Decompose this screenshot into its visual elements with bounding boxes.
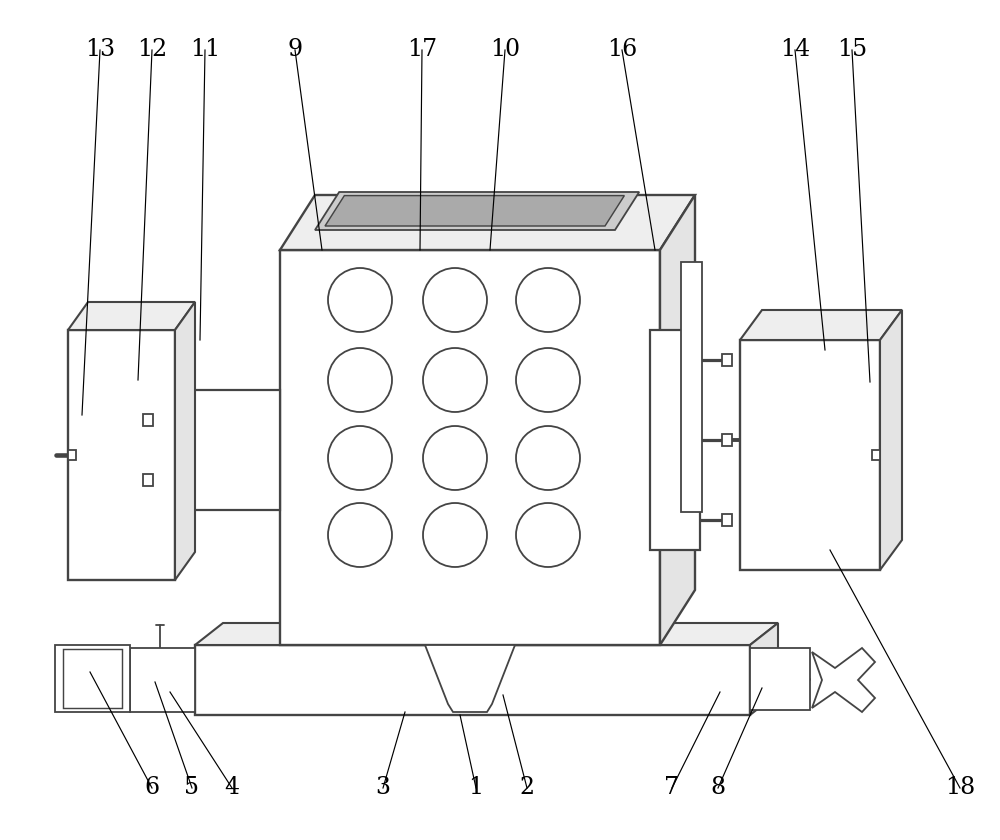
Bar <box>55 645 130 712</box>
Polygon shape <box>175 302 195 580</box>
Bar <box>650 330 700 550</box>
Bar <box>195 645 750 715</box>
Polygon shape <box>425 645 515 712</box>
Polygon shape <box>68 302 195 330</box>
Text: 15: 15 <box>837 39 867 61</box>
Bar <box>143 474 153 486</box>
Text: 18: 18 <box>945 776 975 800</box>
Polygon shape <box>315 192 639 230</box>
Polygon shape <box>195 623 778 645</box>
Bar <box>872 450 880 460</box>
Text: 10: 10 <box>490 39 520 61</box>
Polygon shape <box>660 195 695 645</box>
Text: 5: 5 <box>184 776 200 800</box>
Text: 12: 12 <box>137 39 167 61</box>
Bar <box>68 450 76 460</box>
Bar <box>722 514 732 526</box>
Bar <box>143 414 153 426</box>
Polygon shape <box>740 310 902 340</box>
Text: 4: 4 <box>224 776 240 800</box>
Text: 14: 14 <box>780 39 810 61</box>
Polygon shape <box>681 262 702 512</box>
Text: 16: 16 <box>607 39 637 61</box>
Text: 13: 13 <box>85 39 115 61</box>
Polygon shape <box>880 310 902 570</box>
Text: 7: 7 <box>664 776 680 800</box>
Bar <box>740 340 880 570</box>
Polygon shape <box>280 195 695 250</box>
Bar <box>130 648 195 712</box>
Bar <box>722 434 732 446</box>
Polygon shape <box>812 648 875 712</box>
Text: 11: 11 <box>190 39 220 61</box>
Polygon shape <box>750 623 778 715</box>
Text: 8: 8 <box>710 776 726 800</box>
Bar <box>750 648 810 710</box>
Text: 9: 9 <box>287 39 303 61</box>
Text: 3: 3 <box>376 776 390 800</box>
Text: 1: 1 <box>468 776 484 800</box>
Text: 17: 17 <box>407 39 437 61</box>
Text: 6: 6 <box>144 776 160 800</box>
Bar <box>175 390 280 510</box>
Text: 2: 2 <box>519 776 535 800</box>
Bar <box>280 250 660 645</box>
Bar <box>63 649 122 708</box>
Polygon shape <box>325 196 624 226</box>
Bar <box>722 354 732 366</box>
Bar <box>68 330 175 580</box>
